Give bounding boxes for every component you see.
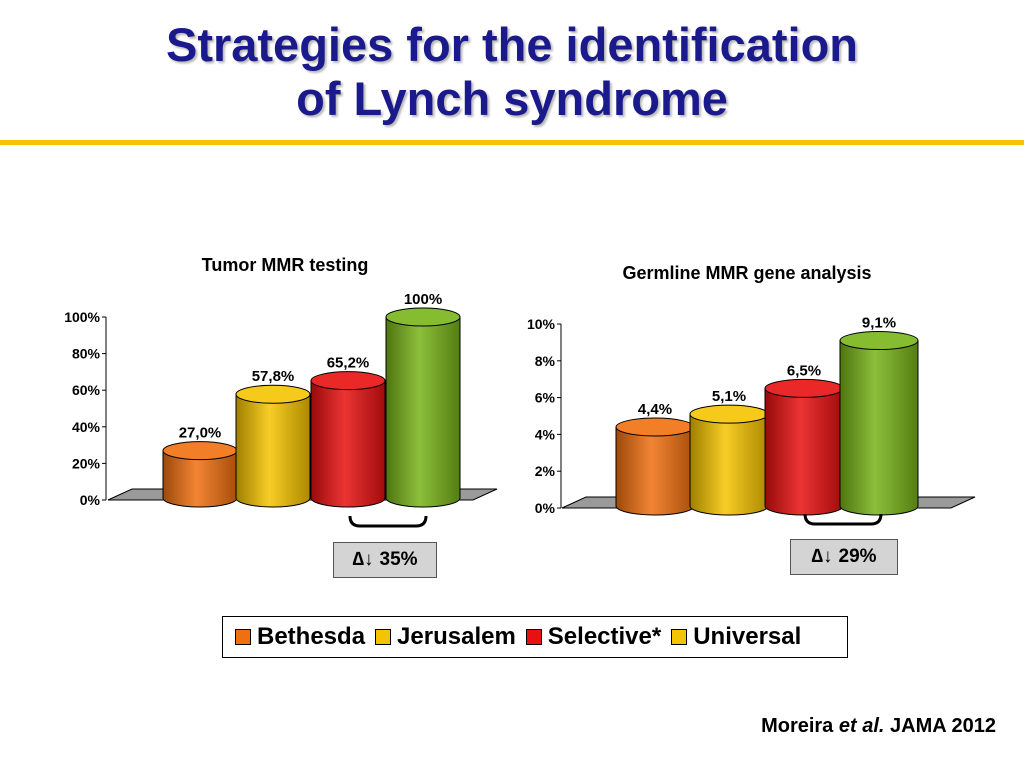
bar-top <box>689 404 769 424</box>
bar-universal <box>839 331 919 516</box>
bar-selective <box>764 378 844 516</box>
legend-swatch <box>375 629 392 645</box>
bar-body <box>689 413 769 516</box>
y-tick-label: 60% <box>72 382 101 398</box>
delta-annotation-right: ∆↓ 29% <box>790 539 898 575</box>
legend-item-bethesda: Bethesda <box>235 623 365 651</box>
slide-title-line1: Strategies for the identification <box>165 18 859 71</box>
bar-universal <box>385 307 461 508</box>
bar-jerusalem <box>235 384 311 508</box>
y-tick-label: 6% <box>535 390 556 406</box>
legend-item-universal: Universal <box>671 623 801 651</box>
legend-label: Selective* <box>547 623 662 650</box>
y-tick-label: 100% <box>64 309 100 325</box>
data-label: 6,5% <box>787 362 821 379</box>
legend-swatch <box>235 629 251 645</box>
y-tick-label: 4% <box>535 426 556 442</box>
legend-label: Jerusalem <box>397 623 516 650</box>
title-underline <box>0 140 1024 145</box>
bar-bethesda <box>615 417 695 516</box>
legend-swatch <box>671 629 688 645</box>
bar-bethesda <box>162 441 238 508</box>
delta-value: 29% <box>838 546 877 567</box>
chart-germline-mmr-analysis: Germline MMR gene analysis 0% 2% 4% 6% 8% 10% 4… <box>527 263 976 516</box>
bar-selective <box>310 371 386 508</box>
y-tick-label: 2% <box>535 463 556 479</box>
bracket-right <box>803 513 883 526</box>
bar-body <box>764 387 844 516</box>
bar-top <box>162 441 238 461</box>
citation: Moreira et al. JAMA 2012 <box>761 715 996 738</box>
delta-value: 35% <box>379 549 418 570</box>
bracket-left <box>348 515 428 528</box>
citation-journal: JAMA 2012 <box>884 715 996 737</box>
bar-top <box>839 331 919 351</box>
chart-title: Germline MMR gene analysis <box>622 263 871 283</box>
chart-legend: Bethesda Jerusalem Selective* Universal <box>222 616 848 658</box>
y-tick-label: 10% <box>527 316 556 332</box>
data-label: 4,4% <box>638 401 672 418</box>
y-tick-label: 80% <box>72 346 101 362</box>
data-label: 27,0% <box>179 425 222 442</box>
legend-label: Universal <box>693 623 802 650</box>
bar-body <box>235 393 311 508</box>
data-label: 100% <box>404 291 442 308</box>
bar-body <box>615 426 695 516</box>
delta-symbol: ∆↓ <box>811 546 833 567</box>
slide-title: Strategies for the identification of Lyn… <box>0 18 1024 126</box>
bar-top <box>310 371 386 391</box>
y-tick-label: 40% <box>72 419 101 435</box>
chart-title: Tumor MMR testing <box>202 255 369 275</box>
citation-etal: et al. <box>838 715 885 737</box>
legend-item-selective: Selective* <box>525 623 662 651</box>
bar-top <box>615 417 695 437</box>
y-tick-label: 0% <box>535 500 556 516</box>
slide-title-line2: of Lynch syndrome <box>296 72 728 125</box>
bar-body <box>162 450 238 508</box>
data-label: 5,1% <box>712 388 746 405</box>
bar-body <box>310 380 386 508</box>
citation-author: Moreira <box>761 715 839 737</box>
delta-annotation-left: ∆↓ 35% <box>333 542 437 578</box>
bar-body <box>839 340 919 516</box>
delta-symbol: ∆↓ <box>352 549 374 570</box>
bar-top <box>764 378 844 398</box>
y-tick-label: 20% <box>72 455 101 471</box>
data-label: 57,8% <box>252 368 295 385</box>
legend-swatch <box>525 629 542 645</box>
legend-item-jerusalem: Jerusalem <box>375 623 516 651</box>
bar-jerusalem <box>689 404 769 516</box>
chart-tumor-mmr-testing: Tumor MMR testing 0% 20% 40% 60% 80% 100% 27,0%… <box>64 255 498 508</box>
y-tick-label: 0% <box>80 492 101 508</box>
bar-top <box>385 307 461 327</box>
data-label: 65,2% <box>327 355 370 372</box>
data-label: 9,1% <box>862 315 896 332</box>
bar-body <box>385 316 461 508</box>
bar-top <box>235 384 311 404</box>
legend-label: Bethesda <box>257 623 366 650</box>
y-tick-label: 8% <box>535 353 556 369</box>
